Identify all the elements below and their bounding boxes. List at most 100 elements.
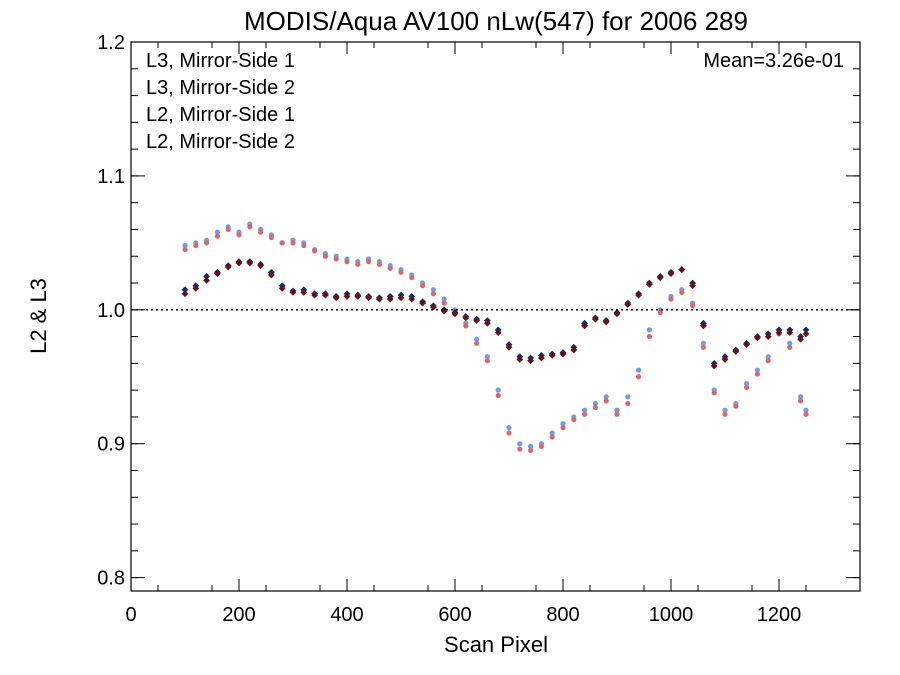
- y-tick-label: 0.9: [97, 434, 125, 456]
- data-point: [495, 392, 501, 399]
- data-point: [312, 248, 318, 254]
- data-point: [224, 263, 232, 271]
- data-point: [463, 323, 469, 329]
- data-point: [235, 259, 243, 267]
- data-point: [289, 288, 297, 296]
- data-point: [636, 367, 642, 373]
- data-point: [797, 335, 804, 343]
- data-point: [517, 441, 523, 447]
- data-point: [397, 294, 405, 302]
- data-point: [646, 333, 653, 340]
- data-point: [802, 330, 810, 338]
- chart-title: MODIS/Aqua AV100 nLw(547) for 2006 289: [244, 6, 748, 36]
- data-point: [667, 270, 675, 278]
- data-point: [614, 407, 620, 413]
- data-point: [408, 295, 416, 303]
- data-point: [802, 326, 810, 334]
- data-point: [409, 275, 415, 281]
- data-point: [538, 354, 545, 362]
- data-point: [332, 294, 340, 302]
- data-point: [625, 394, 631, 400]
- data-point: [765, 358, 771, 364]
- series-l3-mirror-side-2: [181, 259, 810, 370]
- data-point: [441, 300, 447, 306]
- data-point: [581, 322, 588, 330]
- data-point: [679, 289, 685, 295]
- data-point: [474, 340, 480, 346]
- data-point: [646, 327, 653, 333]
- data-point: [732, 347, 740, 355]
- y-axis-label: L2 & L3: [26, 278, 51, 354]
- data-point: [592, 404, 599, 411]
- data-point: [473, 317, 480, 324]
- legend-entry-l3-ms2: L3, Mirror-Side 2: [146, 77, 295, 99]
- data-point: [462, 314, 470, 322]
- data-point: [258, 229, 264, 235]
- data-point: [678, 266, 686, 274]
- data-point: [290, 240, 296, 246]
- data-point: [203, 276, 210, 284]
- data-point: [689, 282, 696, 290]
- data-point: [560, 421, 566, 427]
- data-point: [798, 398, 804, 404]
- data-point: [440, 307, 448, 315]
- data-point: [548, 351, 556, 359]
- data-point: [710, 362, 718, 370]
- data-point: [603, 394, 609, 400]
- data-point: [181, 286, 189, 294]
- data-point: [343, 293, 351, 300]
- data-point: [798, 394, 804, 400]
- data-point: [743, 341, 750, 349]
- data-point: [182, 242, 188, 249]
- data-point: [560, 425, 566, 431]
- data-point: [516, 355, 524, 363]
- data-point: [398, 269, 404, 275]
- data-point: [203, 272, 210, 280]
- data-point: [386, 295, 394, 303]
- data-point: [668, 296, 674, 302]
- y-tick-label: 1.1: [97, 166, 125, 188]
- data-point: [592, 315, 599, 323]
- data-point: [624, 301, 632, 308]
- legend: L3, Mirror-Side 1 L3, Mirror-Side 2 L2, …: [146, 50, 295, 153]
- data-point: [257, 262, 264, 270]
- data-point: [301, 242, 307, 249]
- data-point: [322, 291, 329, 299]
- data-point: [214, 233, 220, 239]
- data-point: [376, 295, 383, 303]
- data-point: [365, 294, 372, 302]
- x-tick-label: 1000: [649, 604, 694, 626]
- series-l2-mirror-side-1: [182, 221, 809, 449]
- data-point: [602, 318, 610, 326]
- data-point: [214, 229, 220, 235]
- data-point: [505, 343, 513, 351]
- data-point: [765, 354, 771, 360]
- x-tick-label: 200: [222, 604, 255, 626]
- data-point: [430, 287, 436, 293]
- axes-layer: 0 200 400 600 800 1000 1200 0.8 0.9 1.0 1.1 1.2: [97, 32, 860, 626]
- data-point: [236, 232, 242, 238]
- data-point: [582, 407, 588, 413]
- data-point: [657, 309, 663, 316]
- series-l3-mirror-side-1: [181, 258, 810, 367]
- data-point: [484, 358, 490, 364]
- data-point: [733, 403, 739, 409]
- data-point: [322, 253, 328, 259]
- data-point: [279, 240, 285, 246]
- data-point: [571, 417, 577, 423]
- data-point: [268, 234, 274, 241]
- data-point: [803, 411, 809, 417]
- data-point: [775, 329, 783, 336]
- data-point: [430, 291, 436, 297]
- data-point: [700, 322, 707, 330]
- data-point: [214, 270, 221, 278]
- data-point: [700, 344, 707, 350]
- data-point: [786, 329, 794, 336]
- data-point: [451, 310, 459, 318]
- data-point: [430, 303, 437, 311]
- data-point: [420, 283, 426, 289]
- data-point: [311, 291, 318, 299]
- data-point: [484, 319, 491, 327]
- data-point: [484, 354, 490, 360]
